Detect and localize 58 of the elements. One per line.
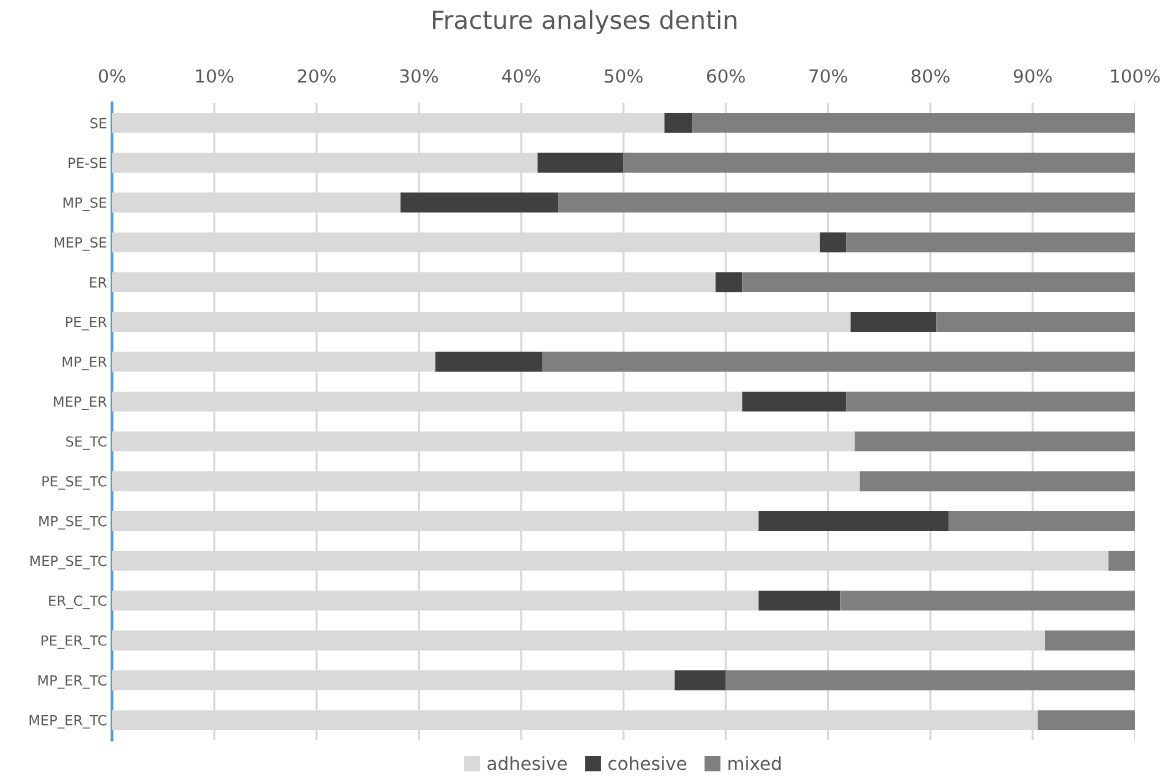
bar	[400, 192, 559, 213]
y-tick-label: MP_SE_TC	[39, 515, 107, 530]
x-tick-label: 40%	[502, 69, 541, 83]
y-tick-label: MEP_ER	[54, 396, 107, 410]
y-tick-label: ER_C_TC	[49, 595, 107, 610]
bar	[742, 391, 847, 412]
bar	[948, 511, 1135, 531]
legend-label: cohesive	[608, 756, 687, 771]
bar	[623, 152, 1135, 173]
legend-label: mixed	[728, 756, 781, 771]
y-tick-label: MEP_ER_TC	[29, 714, 107, 729]
bar	[840, 590, 1135, 611]
bar	[846, 232, 1135, 253]
bar	[1037, 710, 1135, 731]
bar	[715, 272, 743, 293]
bar	[558, 192, 1135, 213]
bar	[537, 152, 624, 173]
x-tick-label: 60%	[707, 69, 745, 83]
bar	[819, 232, 847, 253]
x-tick-label: 30%	[400, 69, 438, 83]
bar	[435, 351, 543, 372]
y-tick-label: PE_ER	[65, 316, 107, 331]
legend-label: adhesive	[487, 756, 567, 771]
bar	[1108, 550, 1135, 571]
bar	[854, 431, 1135, 452]
bar	[846, 391, 1135, 412]
x-tick-label: 80%	[911, 69, 950, 83]
y-tick-label: PE_ER_TC	[41, 635, 107, 649]
bar	[692, 112, 1135, 133]
y-tick-label: MP_ER	[62, 356, 107, 371]
y-tick-label: PE_SE_TC	[42, 476, 107, 490]
y-tick-label: MP_SE	[63, 197, 107, 211]
y-tick-label: ER	[90, 277, 107, 288]
y-tick-label: PE-SE	[68, 157, 107, 169]
bar	[674, 670, 726, 691]
chart-title: Fracture analyses dentin	[433, 9, 737, 35]
bar	[859, 471, 1135, 492]
x-tick-label: 10%	[196, 69, 234, 83]
bar	[1044, 630, 1135, 651]
x-tick-label: 20%	[297, 69, 336, 83]
x-tick-label: 0%	[98, 69, 126, 83]
bar	[742, 272, 1135, 293]
y-tick-label: MEP_SE_TC	[30, 555, 107, 570]
bar	[542, 351, 1135, 372]
y-tick-label: SE	[90, 117, 107, 129]
x-tick-label: 70%	[809, 69, 848, 83]
y-tick-label: SE_TC	[66, 436, 107, 450]
x-tick-label: 100%	[1111, 69, 1160, 83]
bar	[850, 312, 937, 332]
bar	[725, 670, 1135, 691]
x-tick-label: 90%	[1013, 69, 1052, 83]
y-tick-label: MP_ER_TC	[38, 675, 107, 689]
bar	[936, 312, 1135, 332]
bar	[758, 511, 949, 531]
bar	[664, 112, 693, 133]
x-tick-label: 50%	[604, 69, 643, 83]
y-tick-label: MEP_SE	[54, 237, 107, 251]
bar	[758, 590, 841, 611]
